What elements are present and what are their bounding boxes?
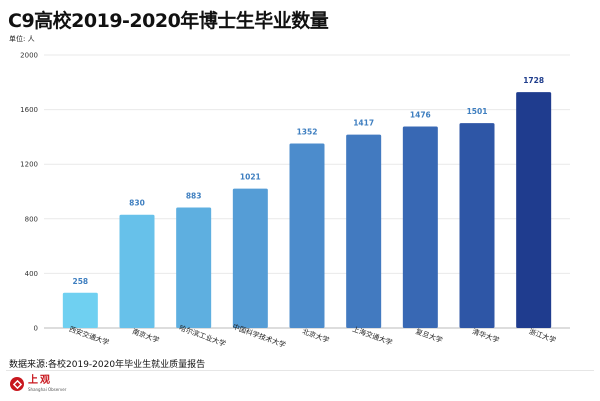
- x-tick-label: 北京大学: [301, 327, 330, 345]
- bar: [62, 292, 98, 328]
- data-label: 1501: [467, 107, 488, 116]
- chart-title: C9高校2019-2020年博士生毕业数量: [8, 10, 329, 32]
- y-tick-label: 1600: [20, 106, 38, 114]
- logo-text: 上观: [28, 375, 52, 386]
- bar-chart: 0400800120016002000258西安交通大学830南京大学883哈尔…: [20, 52, 570, 349]
- publisher-logo: 上观 Shanghai Observer: [10, 376, 66, 392]
- data-label: 830: [129, 199, 145, 208]
- unit-label: 单位: 人: [9, 35, 35, 43]
- bar: [346, 134, 382, 328]
- bar: [232, 188, 268, 328]
- data-label: 1476: [410, 111, 431, 120]
- y-tick-label: 2000: [20, 52, 38, 60]
- data-label: 883: [186, 191, 202, 200]
- y-tick-label: 0: [34, 325, 38, 333]
- bar: [119, 214, 155, 328]
- bar: [402, 126, 438, 328]
- x-tick-label: 浙江大学: [528, 327, 557, 345]
- x-tick-label: 复旦大学: [414, 327, 443, 345]
- bar: [289, 143, 325, 328]
- data-label: 1352: [297, 127, 318, 136]
- y-tick-label: 1200: [20, 161, 38, 169]
- data-label: 1021: [240, 173, 261, 182]
- x-tick-label: 清华大学: [471, 327, 500, 345]
- y-tick-label: 400: [25, 270, 38, 278]
- bar: [176, 207, 212, 328]
- bar: [516, 92, 552, 329]
- y-tick-label: 800: [25, 215, 38, 223]
- bar: [459, 123, 495, 329]
- data-source: 数据来源:各校2019-2020年毕业生就业质量报告: [9, 360, 206, 370]
- footer-divider: [6, 370, 594, 371]
- data-label: 258: [73, 277, 89, 286]
- x-tick-label: 南京大学: [131, 327, 160, 345]
- logo-subtext: Shanghai Observer: [28, 387, 67, 392]
- data-label: 1417: [353, 119, 374, 128]
- logo-icon: [10, 377, 24, 391]
- data-label: 1728: [523, 76, 544, 85]
